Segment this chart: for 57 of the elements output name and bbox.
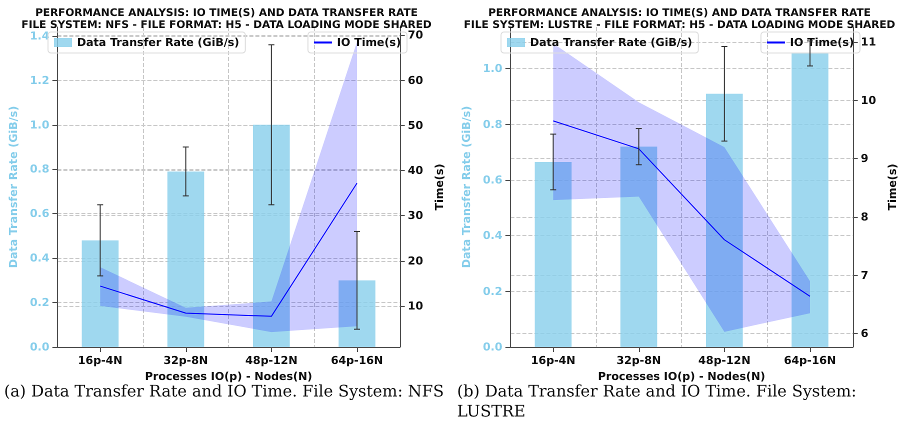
line-series (552, 120, 810, 297)
chart-title: PERFORMANCE ANALYSIS: IO TIME(S) AND DATA TRANSFER RATE FILE SYSTEM: NFS - FILE FORMAT: H5 - DATA LOADING MODE SHARED (21, 7, 432, 31)
chart-title: PERFORMANCE ANALYSIS: IO TIME(S) AND DATA TRANSFER RATE FILE SYSTEM: LUSTRE - FILE FORMAT: H5 - DATA LOADING MODE SHARED (464, 7, 896, 31)
y2-tick-label: 70 (408, 28, 424, 42)
bar (252, 124, 290, 347)
y-axis-title: Data Transfer Rate (GiB/s) (460, 106, 473, 268)
text: (a) Data Transfer Rate and IO Time. File System: NFS (4, 382, 444, 400)
y-tick-label: 1.0 (482, 62, 503, 76)
y2-tick-label: 20 (408, 254, 424, 268)
y2-tick-label: 7 (860, 268, 868, 282)
legend-label: Data Transfer Rate (GiB/s) (530, 36, 692, 49)
y-tick-label: 1.2 (30, 74, 50, 87)
bar (706, 94, 743, 347)
y2-axis-title: Time(s) (886, 164, 899, 210)
y-tick-label: 0.4 (30, 252, 50, 265)
y-tick-label: 0.6 (30, 207, 50, 220)
x-axis-title: Processes IO(p) - Nodes(N) (144, 370, 312, 383)
y2-tick-label: 9 (860, 152, 868, 166)
legend-label: Data Transfer Rate (GiB/s) (77, 36, 240, 49)
y-tick-label: 0.2 (30, 296, 50, 310)
bar (792, 53, 828, 347)
y2-tick-label: 6 (860, 327, 869, 340)
x-tick-label: 48p-12N (245, 354, 298, 367)
y2-tick-label: 10 (408, 299, 424, 312)
y-axis-title: Data Transfer Rate (GiB/s) (7, 106, 20, 268)
y-tick-label: 0.0 (482, 340, 503, 354)
line-series (100, 182, 358, 317)
y2-tick-label: 8 (860, 210, 868, 224)
bar (534, 162, 572, 347)
y2-tick-label: 40 (408, 164, 424, 178)
y-tick-label: 0.6 (482, 174, 503, 187)
y2-tick-label: 60 (408, 74, 424, 87)
x-tick-label: 48p-12N (698, 354, 751, 367)
x-tick-label: 32p-8N (163, 354, 208, 367)
y-tick-label: 0.4 (482, 229, 503, 242)
y-tick-label: 0.8 (30, 162, 50, 176)
text: (b) Data Transfer Rate and IO Time. File System: LUSTRE (457, 382, 862, 420)
bar (338, 280, 376, 347)
y-tick-label: 0.2 (482, 284, 502, 298)
y-tick-label: 0.0 (30, 340, 50, 354)
bar (167, 171, 204, 347)
x-tick-label: 16p-4N (78, 354, 122, 367)
bar (82, 240, 119, 347)
y2-tick-label: 10 (860, 94, 876, 107)
legend-label: IO Time(s) (336, 36, 402, 49)
x-tick-label: 64p-16N (784, 354, 836, 367)
y2-axis-title: Time(s) (433, 164, 446, 210)
y2-tick-label: 30 (408, 209, 424, 222)
y2-tick-label: 50 (408, 118, 424, 132)
bar (620, 146, 658, 347)
x-tick-label: 32p-8N (616, 354, 662, 367)
y2-tick-label: 11 (860, 36, 876, 49)
y-tick-label: 0.8 (482, 118, 502, 131)
x-axis-title: Processes IO(p) - Nodes(N) (598, 370, 766, 383)
x-tick-label: 64p-16N (330, 354, 384, 367)
y-tick-label: 1.0 (30, 118, 50, 132)
x-tick-label: 16p-4N (530, 354, 576, 367)
